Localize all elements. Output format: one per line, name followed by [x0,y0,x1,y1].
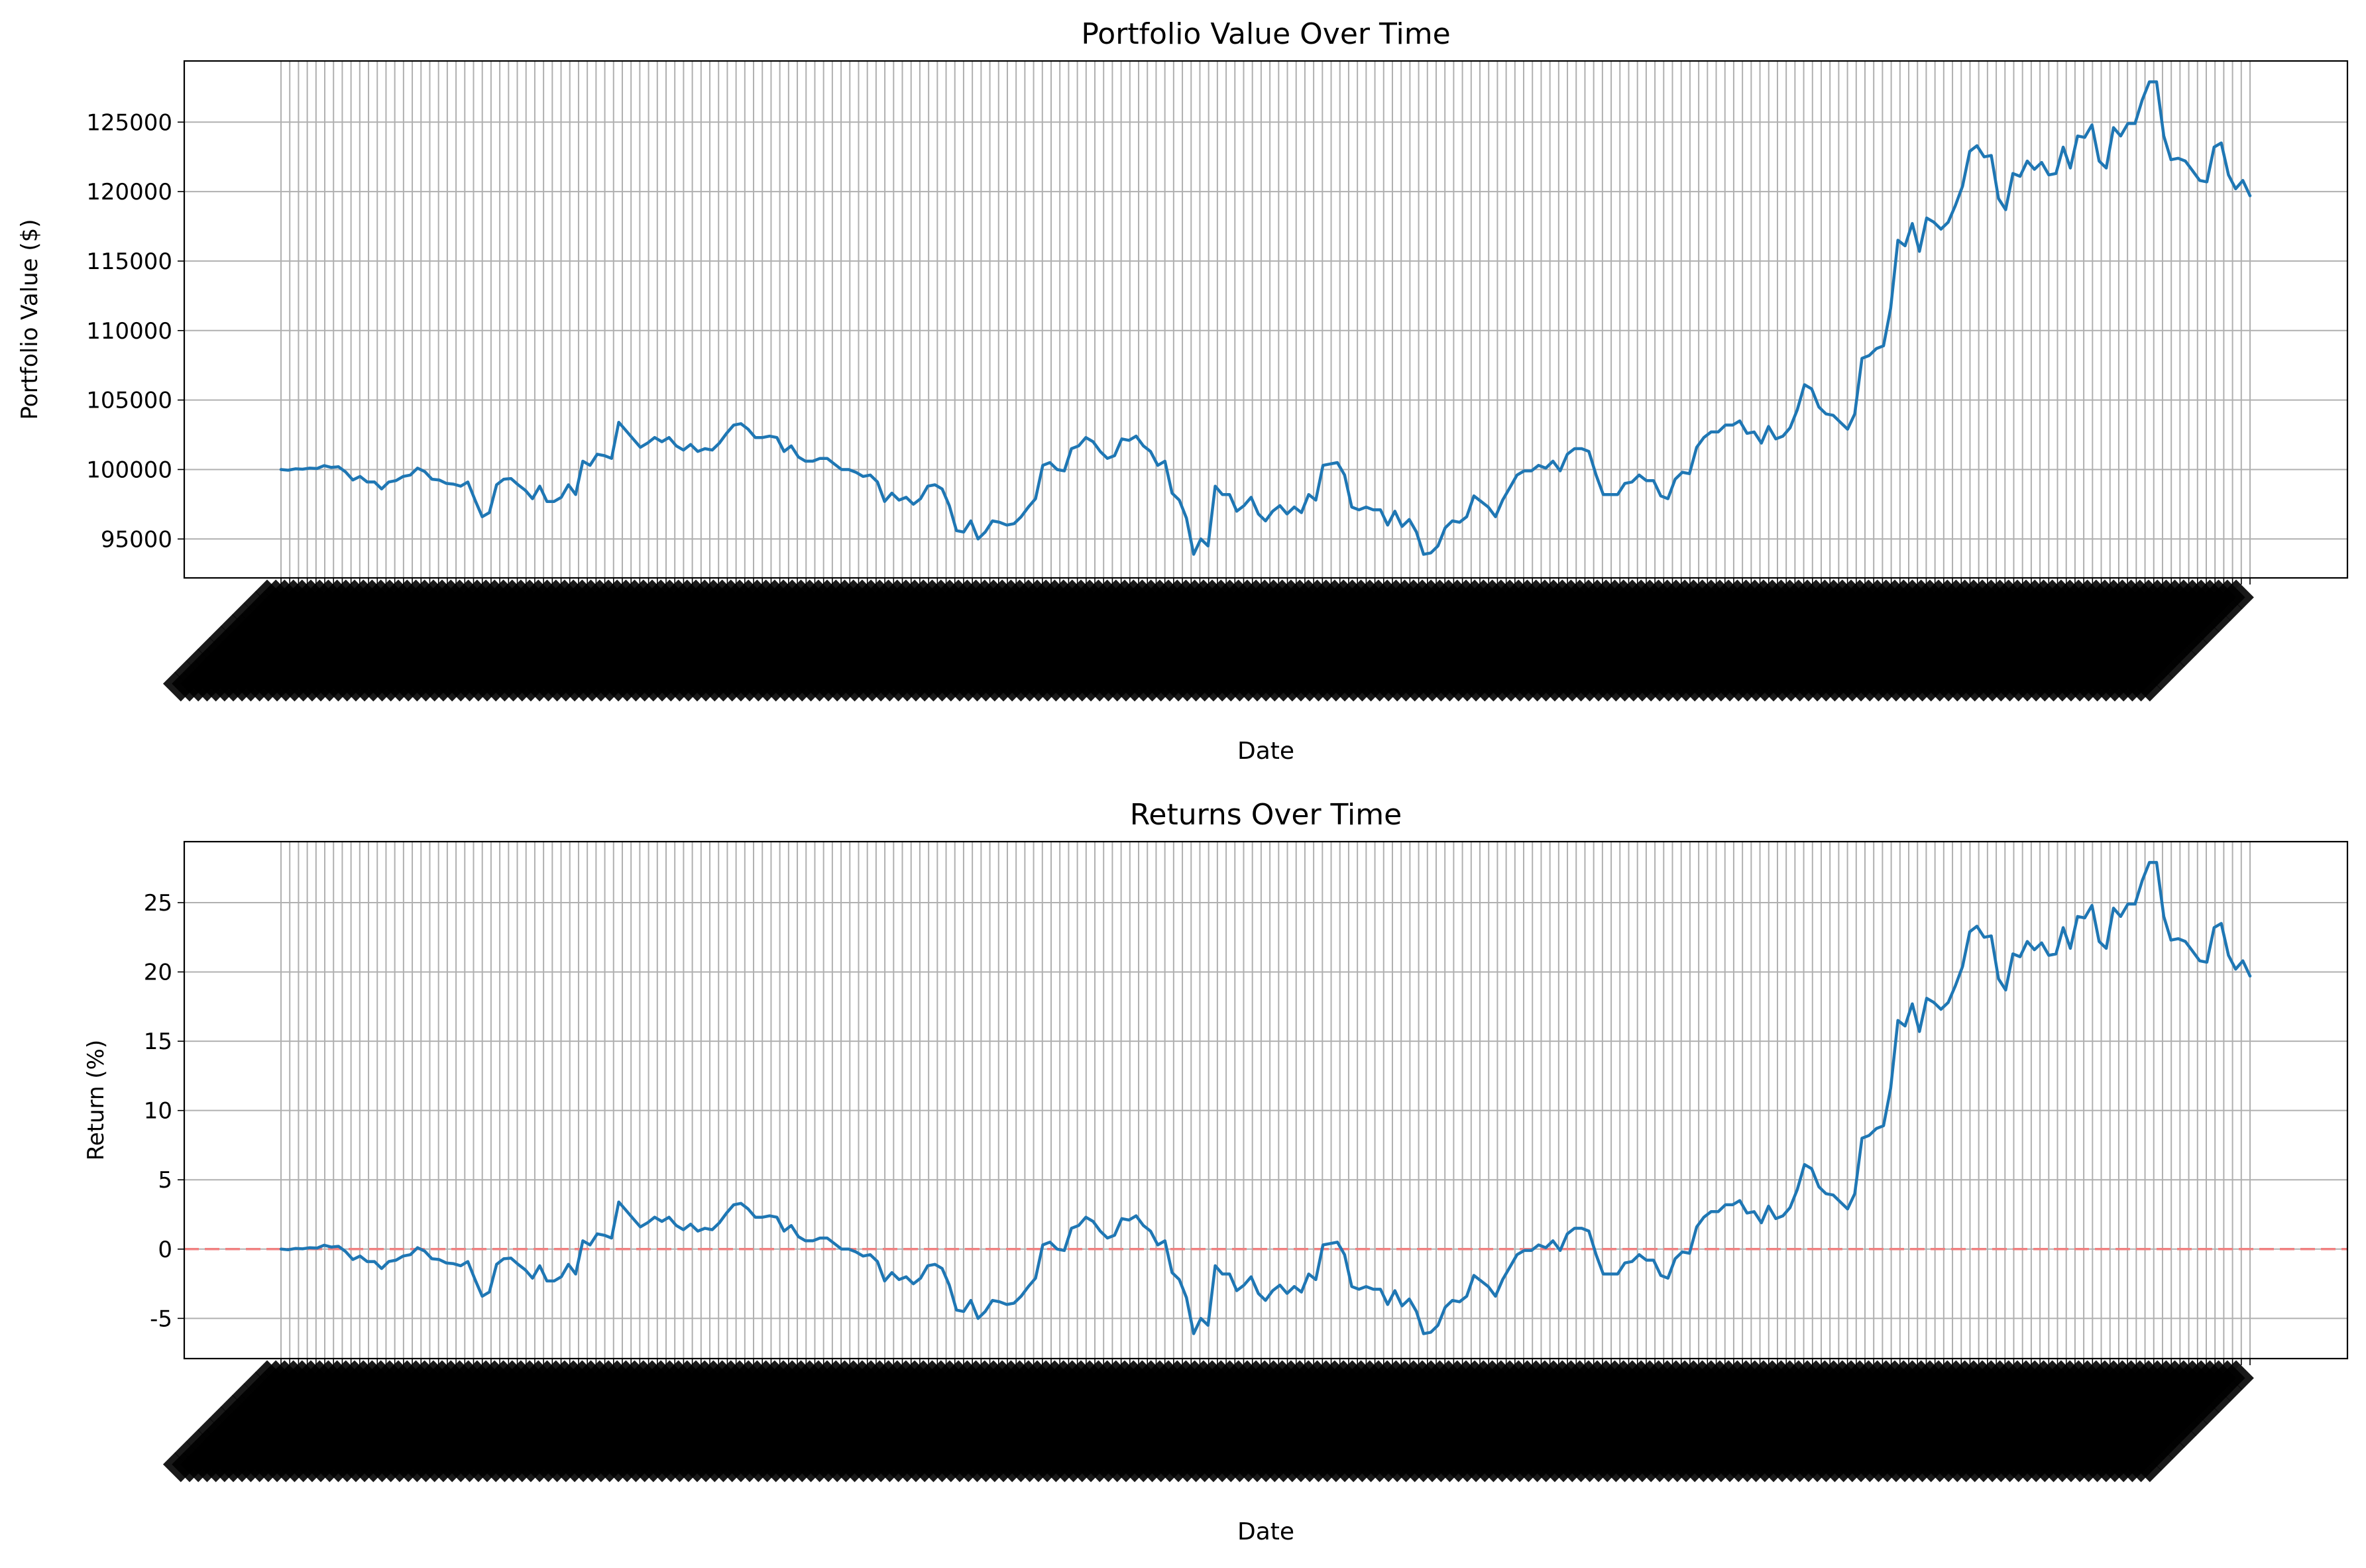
plot-frame [183,840,2349,1360]
y-gridlines [184,121,2347,540]
y-tick-label: 110000 [86,318,172,345]
y-axis-label: Portfolio Value ($) [17,219,43,420]
series-lines [279,861,2252,1335]
y-ticks: 95000 100000 105000 110000 115000 120000 12500… [86,109,184,553]
chart-title: Portfolio Value Over Time [1081,17,1450,51]
y-tick-label: 120000 [86,179,172,205]
x-tick-marks [280,1359,2251,1365]
chart-title: Returns Over Time [1130,798,1402,832]
series-lines [279,80,2252,556]
y-tick-label: 115000 [86,249,172,275]
y-tick-label: 5 [158,1167,172,1194]
returns-chart: ████████████████████████████████████████… [83,798,2349,1545]
y-tick-label: 10 [144,1098,172,1125]
y-axis-label: Return (%) [83,1040,109,1160]
series-line [279,861,2252,1335]
x-tick-labels: ████████████████████████████████████████… [162,579,2254,702]
y-tick-label: 20 [144,960,172,986]
x-tick-labels: ████████████████████████████████████████… [162,1360,2254,1483]
x-axis-label: Date [1237,1518,1294,1545]
x-gridlines [280,61,2251,578]
x-axis-label: Date [1237,738,1294,765]
y-tick-label: 0 [158,1237,172,1263]
y-ticks: -5 0 5 10 15 20 25 [144,890,184,1332]
y-tick-label: 100000 [86,457,172,483]
y-tick-label: 125000 [86,109,172,136]
y-tick-label: 105000 [86,388,172,414]
y-tick-label: 25 [144,890,172,917]
x-tick-marks [280,578,2251,585]
portfolio-value-chart: ████████████████████████████████████████… [17,17,2349,765]
y-tick-label: 15 [144,1029,172,1055]
y-tick-label: 95000 [101,526,172,553]
series-line [279,80,2252,556]
y-tick-label: -5 [150,1306,172,1332]
plot-frame [183,60,2349,579]
